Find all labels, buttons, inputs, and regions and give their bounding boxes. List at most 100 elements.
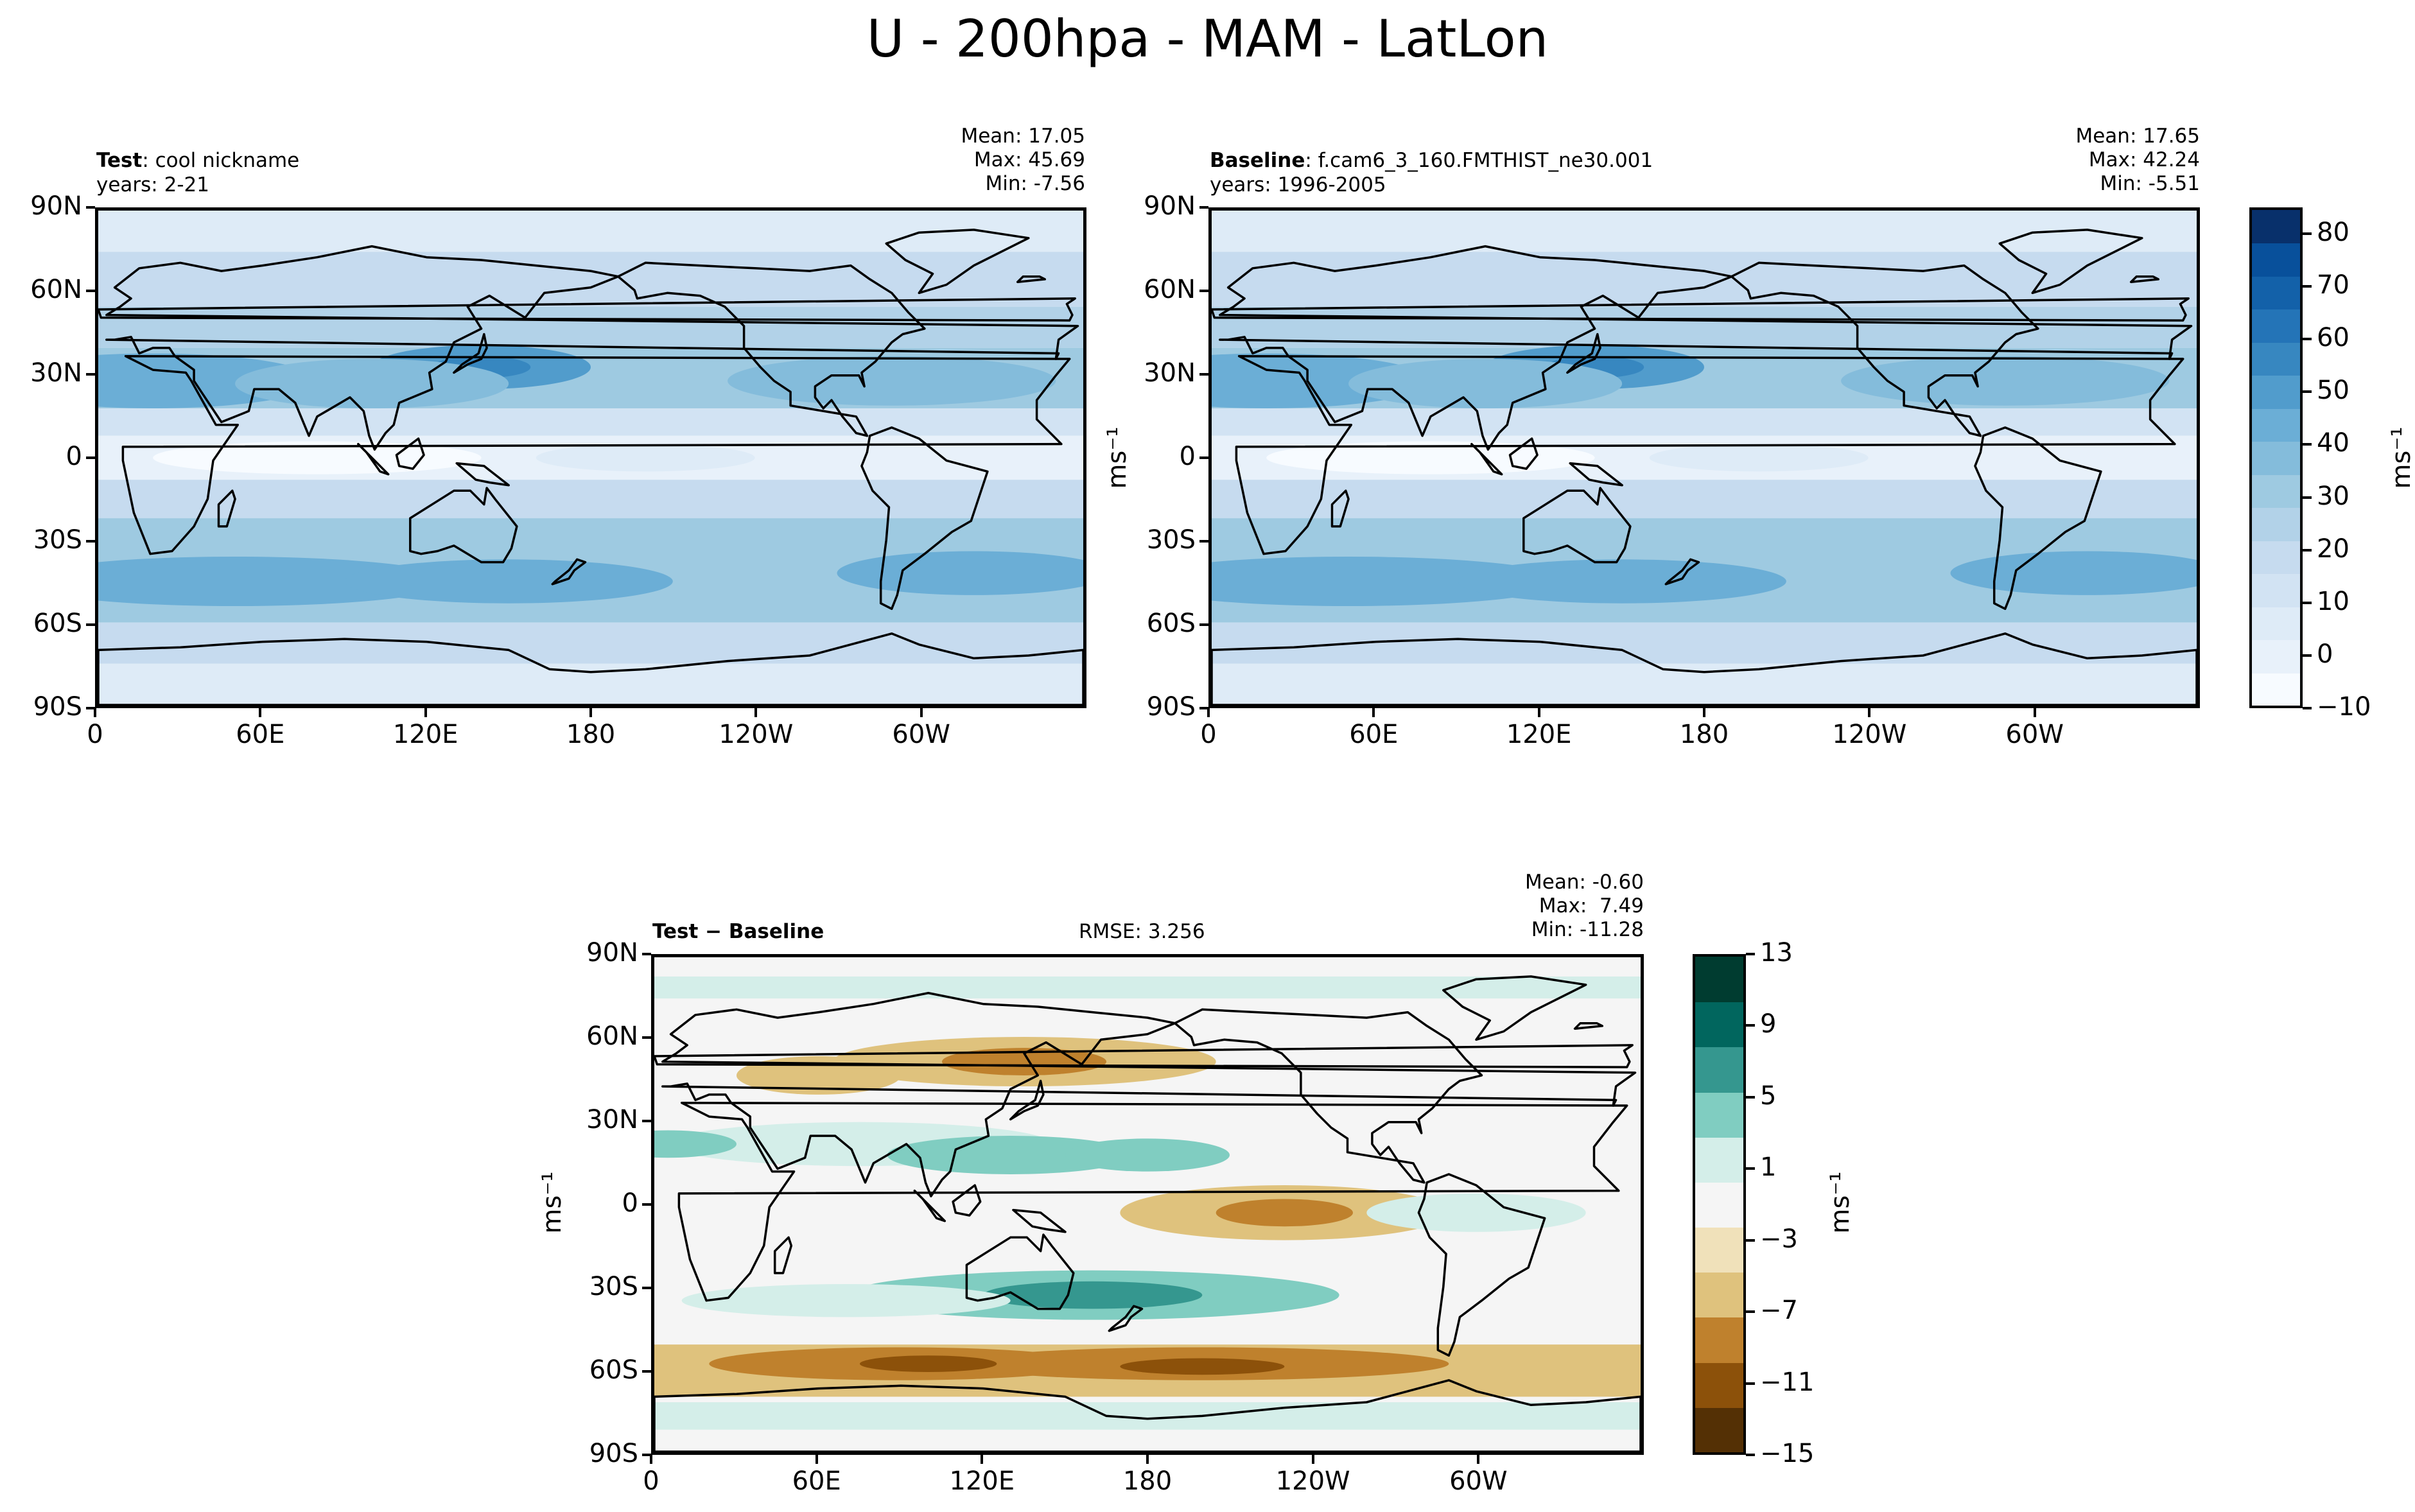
diff-mean: Mean: -0.60 [1525, 871, 1644, 894]
contour-band [654, 1402, 1641, 1430]
coastline [952, 1184, 982, 1217]
coastline [409, 487, 518, 564]
contour-band [654, 976, 1641, 999]
test-ytick-label: 90N [30, 191, 82, 221]
diff-xtick [981, 1455, 984, 1464]
test-label-rest: : cool nickname [142, 149, 300, 172]
colorbar-top-tick-label: 0 [2317, 639, 2333, 669]
baseline-xtick [2033, 708, 2036, 717]
baseline-ytick-label: 90S [1146, 692, 1196, 722]
test-xtick-label: 0 [87, 720, 103, 749]
colorbar-top-segment [2252, 375, 2300, 409]
baseline-xtick-label: 60E [1349, 720, 1399, 749]
coastline [98, 297, 1076, 322]
map-canvas [654, 957, 1641, 1452]
baseline-min: Min: -5.51 [2100, 172, 2200, 195]
diff-xtick [1477, 1455, 1480, 1464]
coastline [677, 1101, 1628, 1302]
test-xtick-label: 180 [566, 720, 616, 749]
coastline [1470, 442, 1503, 476]
coastline [1974, 426, 2102, 611]
coastline [1998, 229, 2143, 295]
test-ytick [86, 456, 95, 459]
baseline-xtick-label: 60W [2005, 720, 2064, 749]
coastline [654, 1044, 1634, 1068]
test-xtick-label: 60W [892, 720, 950, 749]
test-xtick-label: 60E [236, 720, 285, 749]
test-min: Min: -7.56 [985, 172, 1085, 195]
baseline-ytick-label: 60N [1144, 275, 1196, 304]
coastline [1108, 1305, 1144, 1332]
colorbar-top-tick-label: 10 [2317, 586, 2350, 616]
colorbar-top-segment [2252, 540, 2300, 575]
coastline [1330, 489, 1350, 528]
coastline [453, 333, 488, 374]
diff-ytick [642, 1370, 651, 1373]
coastline [965, 1233, 1075, 1310]
coastlines [1212, 229, 2197, 705]
contour-band [1212, 663, 2197, 705]
colorbar-top-tick [2303, 496, 2312, 499]
coastline [105, 245, 1079, 451]
colorbar-top-tick [2303, 601, 2312, 604]
colorbar-diff-tick [1746, 1310, 1755, 1314]
diff-ytick [642, 953, 651, 955]
diff-ytick [642, 1120, 651, 1122]
colorbar-top-tick-label: 60 [2317, 323, 2350, 353]
jet-core [235, 359, 509, 408]
diff-ytick [642, 1454, 651, 1456]
colorbar-top-tick-label: 20 [2317, 534, 2350, 564]
coastline [885, 229, 1030, 295]
coastline [1012, 1208, 1067, 1233]
map-canvas [98, 211, 1083, 705]
map-canvas [1212, 211, 2197, 705]
jet-core [1841, 356, 2170, 406]
colorbar-top-unit: ms⁻¹ [2387, 426, 2415, 489]
test-ytick-label: 60S [33, 609, 82, 638]
diff-ytick-label: 90S [589, 1439, 638, 1468]
colorbar-diff-tick-label: 1 [1760, 1152, 1777, 1183]
diff-ytick [642, 1287, 651, 1289]
baseline-xtick-label: 120E [1506, 720, 1572, 749]
colorbar-top-segment [2252, 474, 2300, 508]
positive-anomaly [983, 1281, 1203, 1309]
test-ytick-label: 60N [30, 275, 82, 304]
negative-anomaly [1216, 1199, 1353, 1227]
diff-ytick-label: 60S [589, 1355, 638, 1385]
coastline [1016, 275, 1047, 283]
baseline-ytick [1199, 623, 1208, 626]
contour-band [98, 211, 1083, 252]
coastline [395, 437, 425, 470]
diff-xtick-label: 60W [1449, 1466, 1508, 1496]
test-ytick [86, 373, 95, 376]
coastline [1235, 354, 2184, 555]
diff-ytick-label: 60N [586, 1021, 638, 1051]
colorbar-top-tick [2303, 654, 2312, 657]
difference-map [651, 954, 1644, 1455]
baseline-xtick [1537, 708, 1540, 717]
colorbar-top-tick-label: 30 [2317, 481, 2350, 511]
coastline [1212, 297, 2190, 322]
jet-core [1348, 359, 1623, 408]
baseline-ytick-label: 30N [1144, 358, 1196, 388]
coastline [1212, 632, 2197, 705]
baseline-xtick-label: 120W [1832, 720, 1907, 749]
positive-anomaly [887, 1136, 1134, 1174]
baseline-map [1208, 207, 2200, 708]
coastline [1417, 1173, 1546, 1357]
diff-label: Test − Baseline [652, 920, 824, 944]
baseline-label-bold: Baseline [1210, 149, 1305, 172]
diff-ytick [642, 1203, 651, 1206]
baseline-xtick [1868, 708, 1871, 717]
baseline-ytick [1199, 206, 1208, 209]
colorbar-diff-segment [1695, 1181, 1743, 1228]
baseline-xtick [1703, 708, 1705, 717]
diff-xtick-label: 180 [1122, 1466, 1173, 1496]
colorbar-top-tick [2303, 707, 2312, 709]
colorbar-top-segment [2252, 243, 2300, 277]
colorbar-top-segment [2252, 309, 2300, 343]
baseline-ytick [1199, 707, 1208, 709]
positive-anomaly [1366, 1193, 1586, 1232]
coastline [1522, 487, 1632, 564]
coastline [1573, 1021, 1604, 1030]
